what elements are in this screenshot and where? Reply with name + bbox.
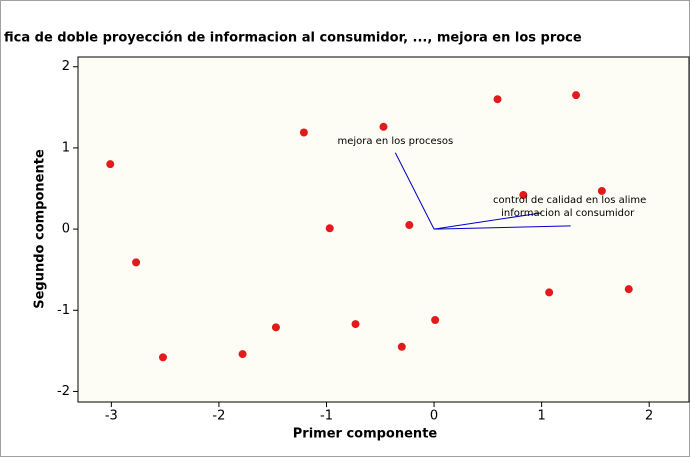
x-tick-label: -3 — [105, 409, 118, 424]
point — [397, 342, 406, 351]
point — [405, 221, 414, 230]
point — [545, 288, 554, 297]
y-tick-label: 0 — [62, 222, 70, 237]
vector-label: mejora en los procesos — [337, 136, 453, 147]
loading-vector — [434, 225, 571, 230]
y-tick-label: 2 — [62, 59, 70, 74]
y-tick-label: -2 — [57, 384, 70, 399]
vector-label: control de calidad en los alime — [493, 195, 646, 206]
loading-vector — [433, 212, 542, 230]
y-axis-label: Segundo componente — [33, 149, 48, 309]
point — [325, 224, 334, 233]
point — [132, 258, 141, 267]
x-tick-label: -1 — [320, 409, 333, 424]
point — [238, 350, 247, 359]
point — [519, 191, 528, 199]
y-tick-label: -1 — [57, 303, 70, 318]
point — [379, 122, 388, 131]
point — [597, 186, 606, 195]
plot-area — [77, 56, 690, 403]
y-tick-label: 1 — [62, 140, 70, 155]
point — [106, 160, 115, 169]
x-tick-label: 0 — [430, 409, 438, 424]
x-tick-label: 2 — [645, 409, 653, 424]
point — [431, 316, 440, 325]
chart-title: fica de doble proyección de informacion … — [4, 31, 582, 46]
point — [299, 128, 308, 137]
point — [271, 323, 280, 332]
x-tick-label: -2 — [212, 409, 225, 424]
point — [624, 285, 633, 294]
point — [493, 95, 502, 104]
point — [351, 320, 360, 329]
point — [572, 91, 581, 100]
loading-vector — [394, 152, 435, 230]
vector-label: informacion al consumidor — [501, 208, 635, 219]
x-axis-label: Primer componente — [293, 427, 438, 442]
x-tick-label: 1 — [537, 409, 545, 424]
point — [158, 353, 167, 362]
